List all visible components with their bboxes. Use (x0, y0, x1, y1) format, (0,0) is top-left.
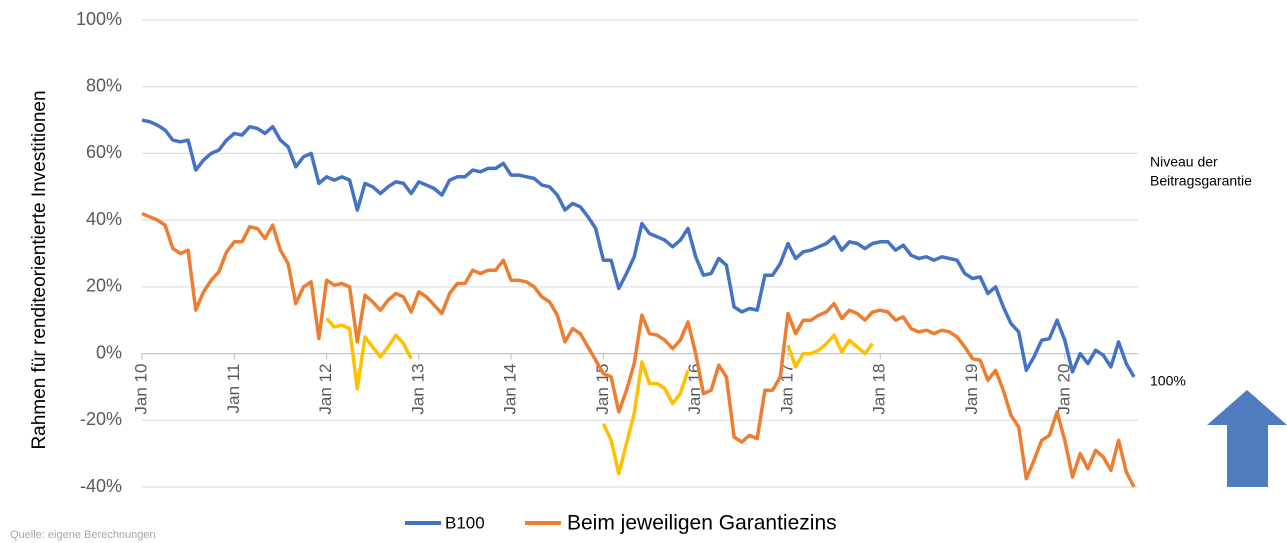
y-tick-label: -20% (80, 409, 122, 429)
legend-label: Beim jeweiligen Garantiezins (567, 512, 837, 535)
annotation-level: 100% (1150, 373, 1186, 389)
source: Quelle: eigene Berechnungen (10, 529, 156, 541)
x-tick-label: Jan 18 (870, 364, 889, 415)
y-tick-label: 20% (86, 276, 122, 296)
y-axis-label: Rahmen für renditeorientierte Investitio… (29, 90, 50, 449)
x-tick-label: Jan 13 (408, 364, 427, 415)
arrow (1207, 390, 1287, 487)
x-tick-label: Jan 10 (131, 364, 150, 415)
y-tick-label: 60% (86, 142, 122, 162)
y-tick-label: -40% (80, 476, 122, 496)
series-line (325, 317, 874, 476)
x-tick-label: Jan 12 (316, 364, 335, 415)
series-line (141, 118, 1136, 378)
annotation: Beitragsgarantie (1150, 173, 1252, 189)
y-tick-label: 100% (76, 9, 122, 29)
legend-label: B100 (445, 513, 485, 532)
x-tick-label: Jan 17 (777, 364, 796, 415)
x-tick-label: Jan 14 (501, 364, 520, 415)
x-tick-label: Jan 20 (1054, 364, 1073, 415)
y-tick-label: 80% (86, 75, 122, 95)
series-line (141, 211, 1136, 488)
x-tick-label: Jan 19 (962, 364, 981, 415)
annotation: Niveau der (1150, 154, 1218, 170)
x-tick-label: Jan 11 (224, 364, 243, 414)
y-tick-label: 0% (96, 342, 122, 362)
y-tick-label: 40% (86, 209, 122, 229)
